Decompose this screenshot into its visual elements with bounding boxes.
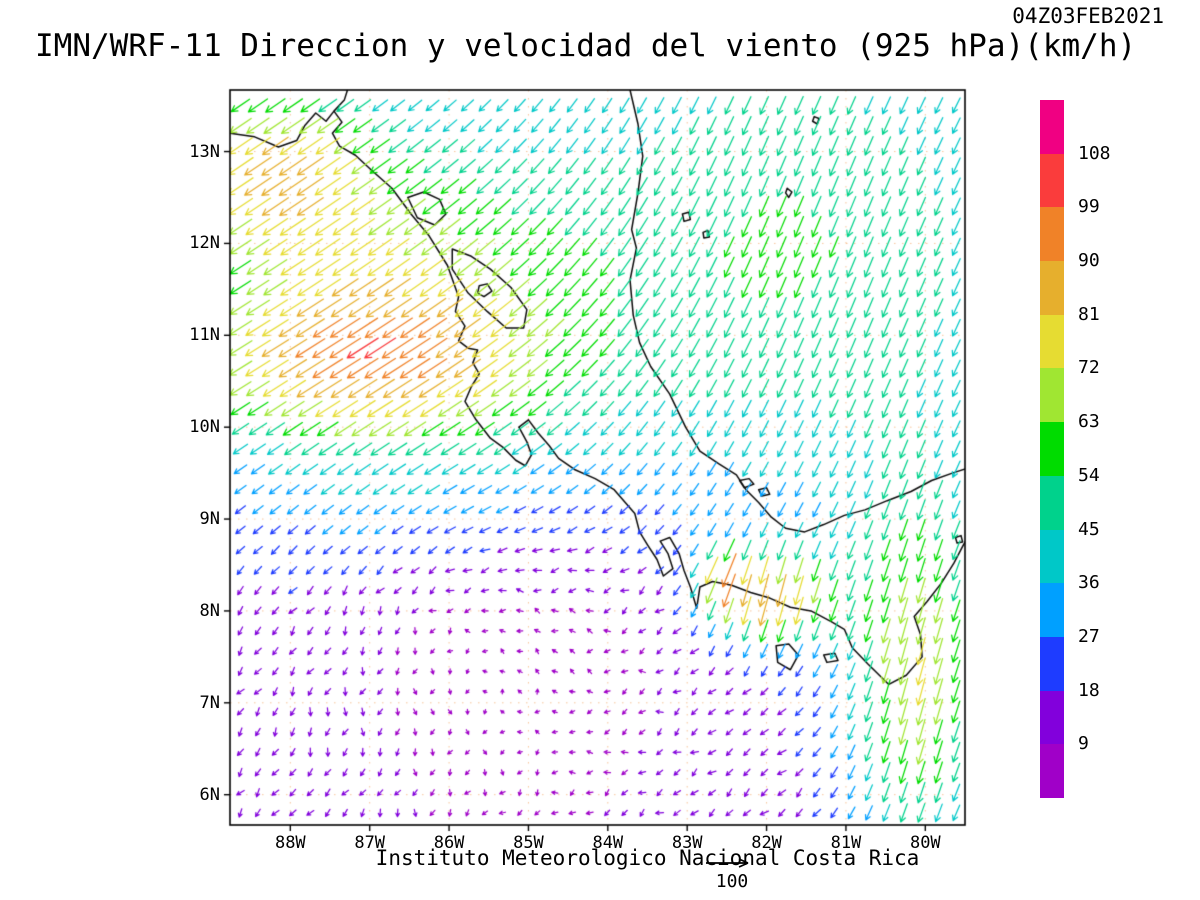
reference-arrow-icon [706, 858, 749, 868]
y-axis-tick-label: 9N [199, 509, 220, 530]
colorbar-label: 108 [1078, 142, 1111, 164]
colorbar-label: 18 [1078, 679, 1100, 701]
x-axis-tick-label: 80W [909, 833, 941, 853]
colorbar-label: 27 [1078, 625, 1100, 647]
x-axis-tick-label: 83W [671, 833, 703, 853]
y-axis-tick-label: 10N [189, 417, 220, 438]
colorbar-label: 9 [1078, 733, 1089, 755]
y-axis-tick-label: 7N [199, 692, 220, 713]
y-axis-tick-label: 12N [189, 233, 220, 254]
colorbar-label: 36 [1078, 572, 1100, 594]
x-axis-tick-label: 88W [274, 833, 306, 853]
y-axis-tick-label: 13N [189, 141, 220, 162]
colorbar-label: 45 [1078, 518, 1100, 540]
x-axis-tick-label: 86W [433, 833, 465, 853]
x-axis-tick-label: 82W [751, 833, 782, 853]
colorbar-segment [1040, 100, 1064, 154]
page-title: IMN/WRF-11 Direccion y velocidad del vie… [35, 28, 1137, 64]
colorbar [1040, 100, 1064, 798]
x-axis-tick-label: 84W [592, 833, 624, 853]
y-axis-tick-label: 11N [189, 325, 220, 346]
colorbar-segment [1040, 153, 1064, 208]
colorbar-segment [1040, 636, 1064, 691]
y-axis-tick-label: 6N [199, 784, 220, 805]
colorbar-segment [1040, 529, 1064, 584]
colorbar-label: 63 [1078, 411, 1100, 433]
colorbar-segment [1040, 261, 1064, 315]
x-axis-tick-label: 81W [830, 833, 862, 853]
colorbar-label: 72 [1078, 357, 1100, 379]
colorbar-label: 99 [1078, 196, 1100, 218]
run-timestamp: 04Z03FEB2021 [1012, 4, 1164, 28]
colorbar-segment [1040, 475, 1064, 530]
colorbar-segment [1040, 207, 1064, 262]
footer-caption: Instituto Meteorologico Nacional Costa R… [375, 846, 920, 870]
colorbar-label: 81 [1078, 303, 1100, 325]
colorbar-segment [1040, 422, 1064, 476]
reference-arrow-label: 100 [715, 871, 749, 892]
colorbar-label: 90 [1078, 250, 1100, 272]
colorbar-segment [1040, 583, 1064, 637]
colorbar-segment [1040, 690, 1064, 745]
x-axis-tick-label: 85W [513, 833, 544, 853]
colorbar-segment [1040, 744, 1064, 798]
y-axis-tick-label: 8N [199, 600, 220, 621]
x-axis-tick-label: 87W [354, 833, 386, 853]
colorbar-label: 54 [1078, 464, 1100, 486]
colorbar-segment [1040, 314, 1064, 369]
colorbar-segment [1040, 368, 1064, 423]
wind-field-canvas [218, 78, 978, 838]
